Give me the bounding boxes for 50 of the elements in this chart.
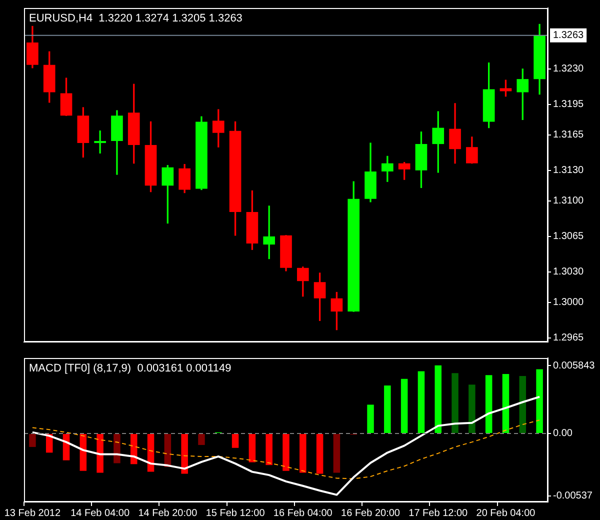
- y-tick-label: 1.3130: [553, 165, 584, 176]
- candlestick: [94, 130, 106, 154]
- bar: [130, 434, 138, 464]
- bar: [147, 434, 154, 472]
- y-tick-label: 1.3000: [553, 297, 584, 308]
- bar: [468, 384, 476, 433]
- bar: [418, 371, 425, 433]
- bar: [248, 434, 256, 462]
- bar: [96, 434, 104, 473]
- chart-title: MACD [TF0] (8,17,9) 0.003161 0.001149: [29, 362, 232, 375]
- x-tick-label: 16 Feb 04:00: [273, 508, 333, 519]
- ref-line-label: 1.3263: [553, 30, 584, 42]
- bar: [536, 369, 543, 433]
- bar: [485, 375, 492, 433]
- bar: [452, 373, 458, 433]
- bar: [198, 434, 205, 445]
- x-tick-label: 15 Feb 12:00: [206, 508, 266, 519]
- x-tick-label: 14 Feb 20:00: [138, 508, 198, 519]
- bar: [434, 365, 442, 433]
- bar: [282, 434, 290, 471]
- bar: [232, 434, 239, 448]
- bar: [519, 376, 526, 433]
- bar: [367, 404, 374, 433]
- x-tick-label: 20 Feb 04:00: [476, 508, 536, 519]
- y-tick-label: 1.2965: [553, 332, 584, 344]
- y-tick-label: 1.3195: [553, 99, 584, 110]
- bar: [181, 434, 188, 474]
- y-tick-label: 1.3230: [553, 64, 584, 75]
- x-tick-label: 16 Feb 20:00: [341, 508, 400, 519]
- y-tick-label: 1.3030: [553, 266, 584, 278]
- x-tick-label: 17 Feb 12:00: [408, 508, 468, 519]
- y-tick-label: -0.00537: [553, 490, 593, 502]
- bar: [29, 434, 36, 447]
- bar: [333, 434, 340, 473]
- bar: [114, 434, 120, 464]
- bar: [266, 434, 272, 466]
- x-tick-label: 14 Feb 04:00: [70, 508, 130, 519]
- y-tick-label: 1.3100: [553, 196, 584, 207]
- bar: [300, 434, 306, 473]
- y-tick-label: 1.3065: [553, 231, 584, 242]
- bar: [384, 386, 391, 433]
- chart-title: EURUSD,H4 1.3220 1.3274 1.3205 1.3263: [29, 12, 242, 25]
- y-tick-label: 0.00: [553, 428, 573, 440]
- x-tick-label: 13 Feb 2012: [4, 508, 61, 519]
- bar: [502, 374, 510, 433]
- y-tick-label: 1.3165: [553, 130, 584, 141]
- bar: [400, 378, 408, 433]
- y-tick-label: 0.005843: [553, 360, 596, 372]
- line-series: [32, 420, 540, 480]
- bar: [316, 434, 324, 474]
